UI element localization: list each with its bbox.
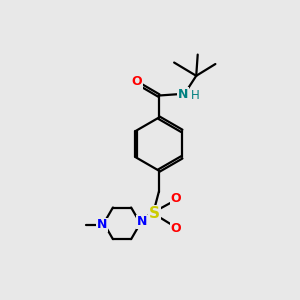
Text: N: N (136, 215, 147, 228)
Text: O: O (170, 192, 181, 205)
Text: H: H (190, 89, 199, 102)
Text: S: S (149, 206, 160, 220)
Text: O: O (131, 76, 142, 88)
Text: N: N (178, 88, 188, 100)
Text: N: N (97, 218, 107, 231)
Text: O: O (170, 222, 181, 235)
